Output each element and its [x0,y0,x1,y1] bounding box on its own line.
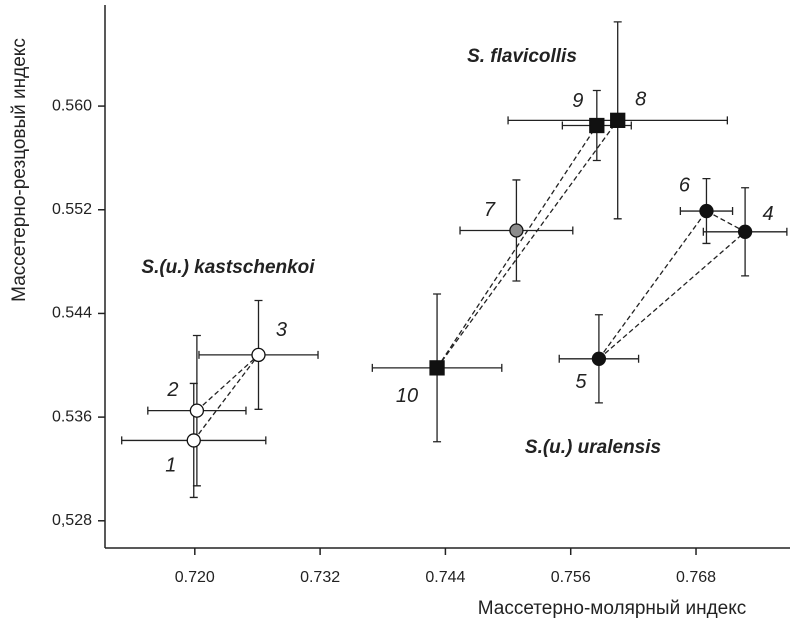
link-line [193,354,260,441]
point [589,117,605,134]
x-tick-label: 0.768 [676,569,716,586]
link-line [436,119,619,369]
point [610,112,626,128]
y-tick-label: 0.544 [52,305,92,322]
group-name: S. flavicollis [467,46,577,67]
link-line [598,210,707,360]
y-axis-title: Массетерно-резцовый индекс [9,38,30,302]
point [186,433,201,448]
link-line [598,231,746,360]
link-line [196,354,259,412]
point-label: 6 [679,174,691,196]
x-tick-label: 0.720 [175,569,215,586]
axes [104,5,790,549]
y-tick-label: 0.536 [52,408,92,425]
y-tick-label: 0.552 [52,201,92,218]
point [189,403,205,418]
y-tick-label: 0.560 [52,97,92,114]
point-label: 2 [166,379,178,401]
point [251,347,266,363]
point-label: 10 [396,385,418,407]
x-tick-label: 0.744 [425,569,465,586]
point [509,223,524,238]
point-label: 8 [635,89,646,111]
point-label: 5 [575,371,587,393]
point-label: 4 [763,203,774,225]
point [737,224,753,239]
point [699,203,714,219]
link-line [706,210,746,233]
group-name: S.(u.) uralensis [525,437,661,458]
group-name: S.(u.) kastschenkoi [141,257,315,278]
point-label: 3 [276,319,287,341]
point [429,360,445,376]
y-tick-label: 0,528 [52,512,92,529]
x-axis-title: Массетерно-молярный индекс [478,598,747,619]
x-tick-label: 0.732 [300,569,340,586]
point-label: 7 [484,199,496,221]
x-tick-label: 0.756 [551,569,591,586]
point [591,351,607,366]
point-label: 1 [165,455,176,477]
point-label: 9 [572,90,583,112]
